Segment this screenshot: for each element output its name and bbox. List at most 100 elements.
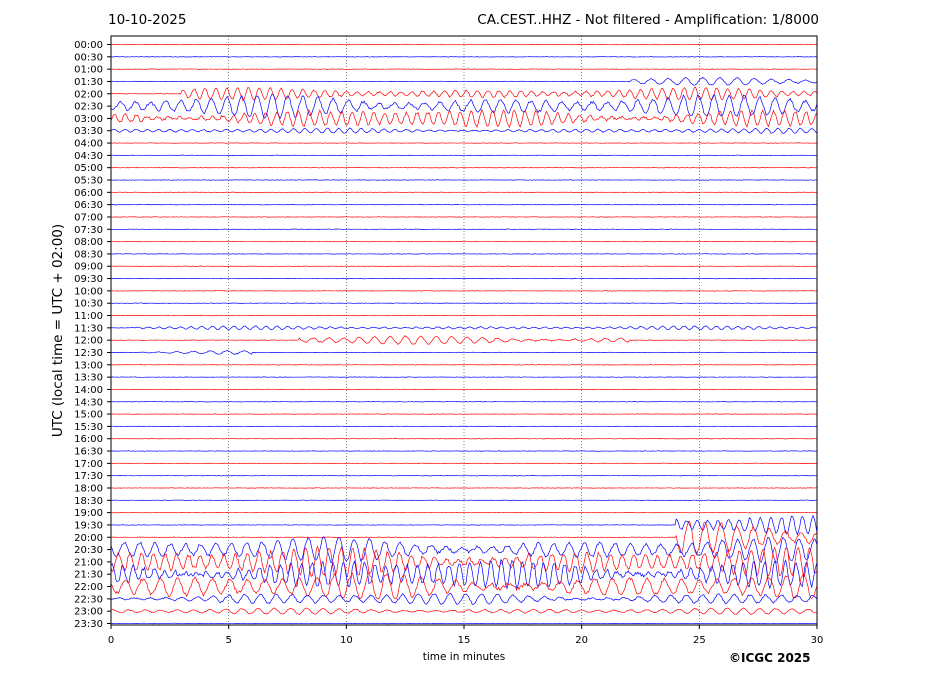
y-axis-label: UTC (local time = UTC + 02:00): [50, 224, 66, 437]
x-axis-label: time in minutes: [423, 651, 505, 663]
chart-title: CA.CEST..HHZ - Not filtered - Amplificat…: [477, 12, 819, 28]
trace-line-1130: [111, 325, 817, 331]
trace-line-1600: [111, 438, 817, 440]
trace-line-0500: [111, 167, 817, 169]
y-tick-label: 11:00: [74, 311, 103, 322]
trace-line-0300: [111, 108, 817, 129]
y-tick-label: 13:30: [74, 373, 103, 384]
trace-line-0700: [111, 216, 817, 218]
trace-line-0230: [111, 93, 817, 120]
copyright-label: ©ICGC 2025: [729, 651, 811, 665]
trace-line-1630: [111, 450, 817, 452]
trace-line-2300: [111, 607, 817, 615]
x-tick-label: 5: [225, 635, 231, 646]
x-tick-label: 10: [340, 635, 353, 646]
y-tick-label: 05:30: [74, 176, 103, 187]
trace-line-2030: [111, 536, 817, 563]
y-tick-label: 04:00: [74, 139, 103, 150]
y-tick-label: 16:30: [74, 447, 103, 458]
y-tick-label: 22:30: [74, 594, 103, 605]
x-tick-label: 30: [811, 635, 824, 646]
x-tick-label: 20: [575, 635, 588, 646]
trace-line-0130: [111, 76, 817, 86]
y-tick-label: 10:00: [74, 286, 103, 297]
y-tick-label: 03:30: [74, 126, 103, 137]
trace-line-0400: [111, 142, 817, 144]
y-tick-label: 17:30: [74, 471, 103, 482]
x-tick-label: 0: [108, 635, 114, 646]
trace-line-2100: [111, 545, 817, 578]
y-tick-label: 08:30: [74, 249, 103, 260]
y-tick-label: 02:00: [74, 89, 103, 100]
y-tick-label: 12:30: [74, 348, 103, 359]
y-tick-label: 15:30: [74, 422, 103, 433]
trace-line-1330: [111, 376, 817, 378]
trace-line-0900: [111, 265, 817, 267]
trace-line-1900: [111, 511, 817, 514]
y-tick-label: 02:30: [74, 102, 103, 113]
y-tick-label: 14:00: [74, 385, 103, 396]
y-tick-label: 15:00: [74, 410, 103, 421]
trace-line-1830: [111, 499, 817, 501]
y-tick-label: 18:00: [74, 483, 103, 494]
y-tick-label: 12:00: [74, 336, 103, 347]
y-tick-label: 11:30: [74, 323, 103, 334]
y-tick-label: 01:00: [74, 65, 103, 76]
trace-line-0930: [111, 277, 817, 280]
trace-line-1530: [111, 425, 817, 428]
trace-line-0030: [111, 56, 817, 58]
y-tick-label: 19:00: [74, 508, 103, 519]
y-tick-label: 17:00: [74, 459, 103, 470]
trace-line-1230: [111, 350, 817, 355]
y-tick-label: 09:30: [74, 274, 103, 285]
trace-line-1030: [111, 302, 817, 304]
y-tick-label: 04:30: [74, 151, 103, 162]
trace-line-0830: [111, 253, 817, 255]
y-tick-label: 13:00: [74, 360, 103, 371]
trace-line-0600: [111, 191, 817, 193]
trace-line-0630: [111, 204, 817, 206]
y-tick-label: 08:00: [74, 237, 103, 248]
y-tick-label: 23:30: [74, 619, 103, 630]
trace-line-0730: [111, 228, 817, 230]
y-tick-label: 16:00: [74, 434, 103, 445]
y-tick-label: 06:00: [74, 188, 103, 199]
y-tick-label: 10:30: [74, 299, 103, 310]
y-tick-label: 06:30: [74, 200, 103, 211]
trace-line-1700: [111, 462, 817, 464]
y-tick-label: 22:00: [74, 582, 103, 593]
y-tick-label: 20:00: [74, 533, 103, 544]
chart-date: 10-10-2025: [108, 12, 187, 28]
trace-line-0430: [111, 154, 817, 157]
y-tick-label: 01:30: [74, 77, 103, 88]
x-tick-label: 15: [458, 635, 471, 646]
trace-line-2330: [111, 622, 817, 625]
trace-line-1000: [111, 290, 817, 292]
trace-line-1300: [111, 364, 817, 366]
y-tick-label: 23:00: [74, 607, 103, 618]
y-tick-label: 00:00: [74, 40, 103, 51]
trace-line-1400: [111, 388, 817, 391]
trace-line-0000: [111, 43, 817, 46]
y-tick-label: 19:30: [74, 520, 103, 531]
trace-line-1500: [111, 413, 817, 415]
trace-line-2130: [111, 558, 817, 590]
trace-line-1100: [111, 314, 817, 317]
y-tick-label: 18:30: [74, 496, 103, 507]
y-tick-label: 03:00: [74, 114, 103, 125]
trace-line-1800: [111, 487, 817, 489]
traces-group: [111, 43, 817, 625]
y-tick-label: 21:00: [74, 557, 103, 568]
y-tick-label: 14:30: [74, 397, 103, 408]
y-tick-label: 05:00: [74, 163, 103, 174]
x-tick-label: 25: [693, 635, 706, 646]
trace-line-1200: [111, 335, 817, 345]
trace-line-1930: [111, 514, 817, 536]
y-tick-label: 09:00: [74, 262, 103, 273]
trace-line-0100: [111, 68, 817, 70]
y-tick-label: 20:30: [74, 545, 103, 556]
y-tick-label: 07:00: [74, 212, 103, 223]
trace-line-2000: [111, 520, 817, 556]
trace-line-1730: [111, 475, 817, 477]
